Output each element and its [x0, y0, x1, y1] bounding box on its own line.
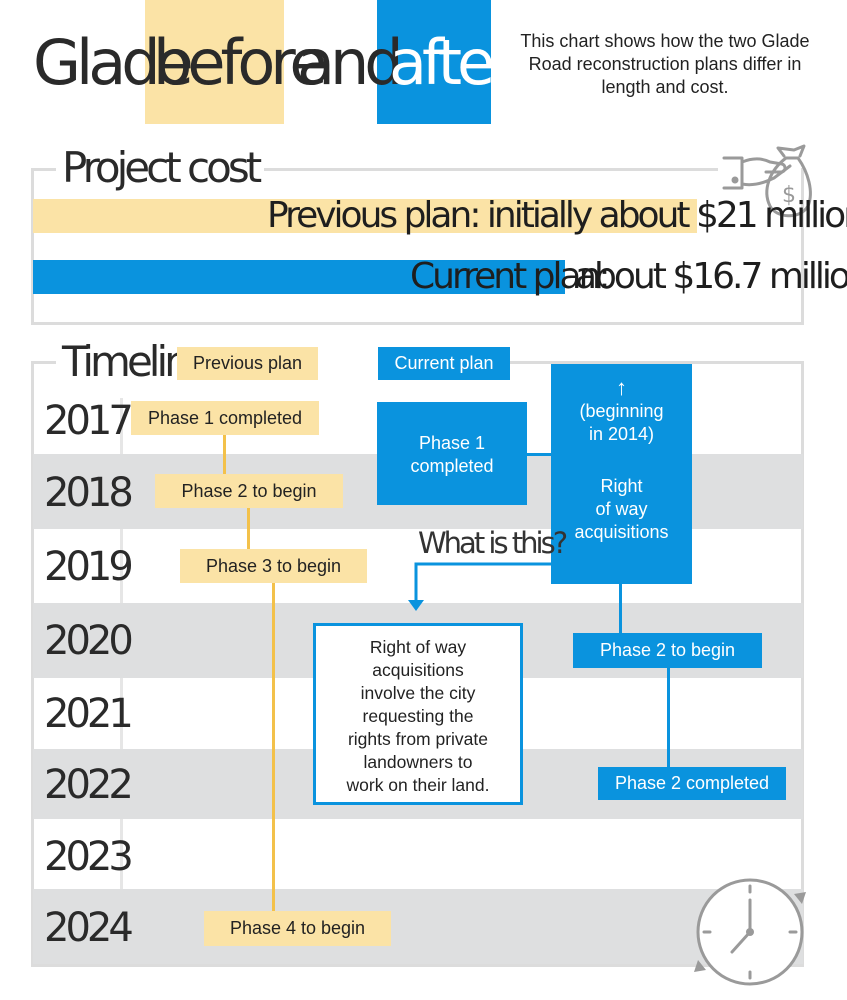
year-label: 2021: [44, 691, 134, 737]
clock-icon: [694, 878, 806, 986]
right-of-way-line4: of way: [595, 499, 648, 519]
current-cost-value: about $16.7 million: [575, 256, 847, 297]
title-word-glade: Glade: [33, 25, 194, 99]
year-separator: [120, 398, 123, 454]
previous-phase2: Phase 2 to begin: [155, 474, 343, 508]
title-word-and: and: [297, 25, 404, 99]
current-cost-bar: [33, 260, 565, 294]
year-label: 2022: [44, 762, 134, 808]
current-cost-label: Current plan:: [410, 256, 611, 297]
year-label: 2017: [44, 398, 134, 444]
title-word-after: after: [389, 25, 516, 99]
right-of-way-line5: acquisitions: [574, 522, 669, 542]
right-of-way-explanation: Right of way acquisitions involve the ci…: [313, 623, 523, 805]
legend-current-plan: Current plan: [378, 347, 510, 380]
title-highlight-after: [377, 0, 491, 124]
year-label: 2019: [44, 544, 134, 590]
year-label: 2018: [44, 470, 134, 516]
timeline-frame-top-right: [503, 361, 804, 364]
money-bag-hand-icon: $: [722, 144, 812, 218]
timeline-row-2024: [33, 889, 803, 964]
note-line: rights from private: [347, 729, 489, 749]
current-connector: [527, 453, 552, 456]
legend-previous-plan: Previous plan: [177, 347, 318, 380]
cost-section-label: Project cost: [56, 143, 265, 193]
previous-cost-bar: [33, 199, 697, 233]
current-phase1: Phase 1 completed: [377, 402, 527, 505]
previous-phase1: Phase 1 completed: [131, 401, 319, 435]
money-symbol: $: [782, 183, 796, 208]
current-phase1-line2: completed: [410, 456, 494, 476]
year-label: 2020: [44, 618, 134, 664]
timeline-row-2023: [33, 819, 803, 889]
right-of-way-line3: Right: [600, 476, 643, 496]
previous-phase3: Phase 3 to begin: [180, 549, 367, 583]
cost-frame-top-right: [223, 168, 718, 171]
arrow-up-icon: ↑: [616, 375, 627, 400]
title-highlight-before: [145, 0, 284, 124]
cost-frame-top-left: [31, 168, 61, 171]
what-is-this-label: What is this?: [418, 526, 568, 560]
right-of-way-line2: in 2014): [588, 424, 655, 444]
previous-cost-text: Previous plan: initially about $21 milli…: [267, 195, 847, 236]
title-word-before: before: [153, 25, 328, 99]
year-separator: [120, 529, 123, 603]
cost-frame: [31, 168, 804, 325]
previous-connector: [247, 506, 250, 550]
previous-connector: [223, 433, 226, 475]
year-separator: [120, 678, 123, 749]
year-label: 2024: [44, 905, 134, 951]
note-line: Right of way: [369, 637, 467, 657]
callout-arrow-icon: [408, 562, 552, 611]
current-phase2-begin: Phase 2 to begin: [573, 633, 762, 668]
note-line: requesting the: [362, 706, 474, 726]
previous-phase4: Phase 4 to begin: [204, 911, 391, 946]
intro-text: This chart shows how the two Glade Road …: [520, 31, 810, 97]
current-phase2-completed: Phase 2 completed: [598, 767, 786, 800]
right-of-way-line1: (beginning: [579, 401, 664, 421]
year-separator: [120, 819, 123, 889]
note-line: acquisitions: [372, 660, 464, 680]
previous-connector: [272, 581, 275, 913]
note-line: work on their land.: [346, 775, 490, 795]
note-line: landowners to: [363, 752, 473, 772]
timeline-frame-top-left: [31, 361, 61, 364]
note-line: involve the city: [360, 683, 476, 703]
year-label: 2023: [44, 834, 134, 880]
current-connector: [667, 668, 670, 768]
current-right-of-way: ↑ (beginning in 2014) Right of way acqui…: [551, 364, 692, 584]
current-connector: [619, 584, 622, 634]
current-phase1-line1: Phase 1: [418, 433, 486, 453]
